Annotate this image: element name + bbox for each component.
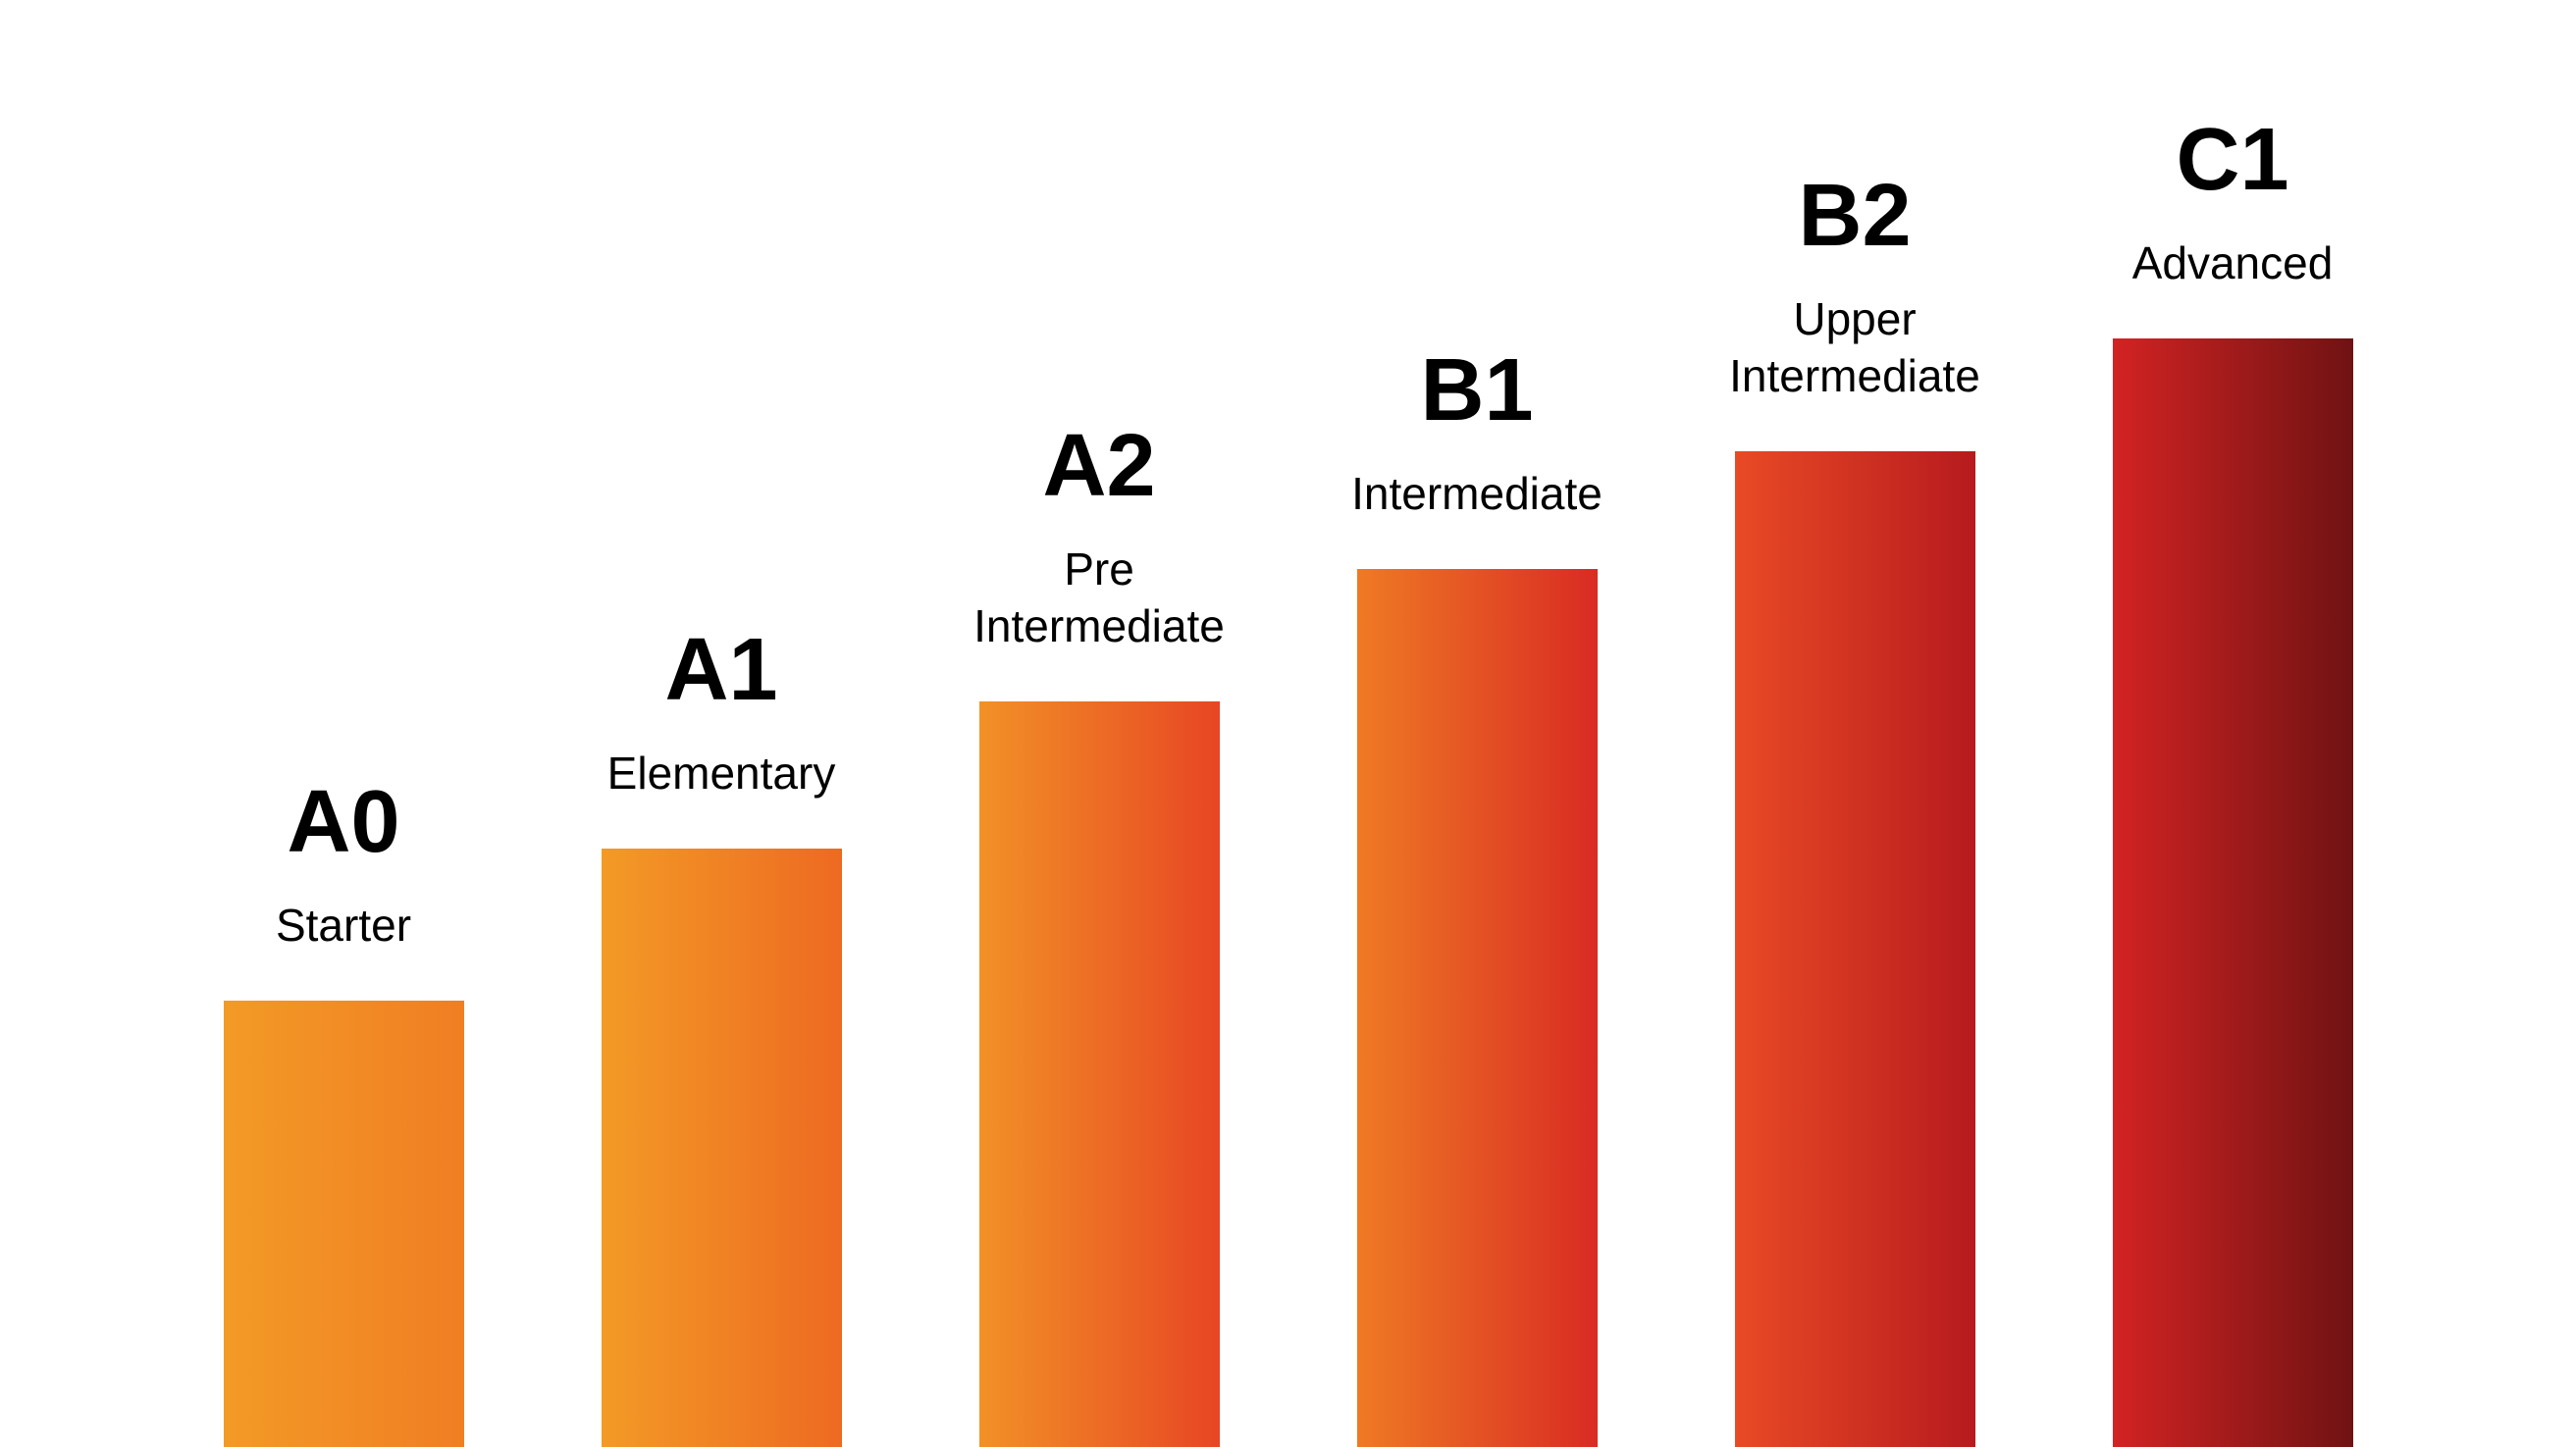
bar-group-b2: B2 Upper Intermediate [1698, 172, 2012, 1447]
bar-code: B2 [1798, 172, 1911, 260]
level-chart: A0 Starter A1 Elementary A2 Pre Intermed… [0, 0, 2576, 1447]
bar-code: A0 [287, 778, 399, 866]
bar-group-a2: A2 Pre Intermediate [942, 422, 1256, 1447]
bar-label: Elementary [607, 746, 836, 802]
bar-label: Intermediate [1351, 466, 1603, 523]
bar-a1 [602, 849, 842, 1447]
bar-a0 [224, 1001, 464, 1447]
bar-a2 [979, 701, 1220, 1447]
bar-b1 [1357, 569, 1598, 1447]
bar-code: A1 [664, 626, 777, 714]
bar-b2 [1735, 451, 1975, 1447]
bar-group-a1: A1 Elementary [564, 626, 878, 1447]
bar-label: Advanced [2132, 235, 2334, 292]
bar-group-b1: B1 Intermediate [1320, 346, 1634, 1447]
bar-code: B1 [1420, 346, 1533, 435]
bar-label: Pre Intermediate [942, 542, 1256, 654]
bar-group-c1: C1 Advanced [2076, 116, 2390, 1447]
bar-label: Starter [276, 898, 411, 955]
bar-code: A2 [1042, 422, 1155, 510]
bar-group-a0: A0 Starter [186, 778, 500, 1447]
bar-c1 [2113, 338, 2353, 1447]
bar-code: C1 [2176, 116, 2288, 204]
bar-label: Upper Intermediate [1698, 291, 2012, 404]
